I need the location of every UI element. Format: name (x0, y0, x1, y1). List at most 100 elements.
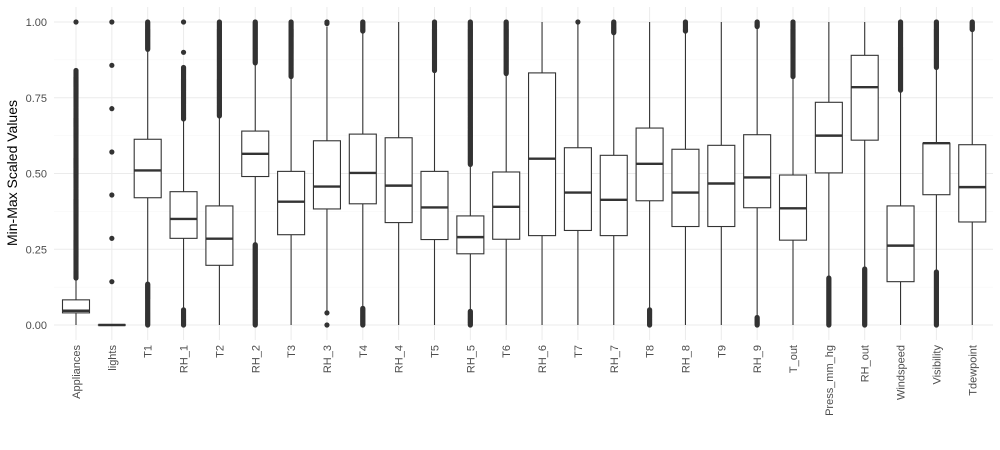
x-tick-label: RH_8 (680, 345, 692, 373)
box-iqr (814, 101, 843, 174)
box-t3 (277, 19, 306, 325)
outlier-point (109, 19, 115, 25)
box-iqr (312, 140, 342, 210)
box-t2 (205, 19, 234, 325)
x-tick-label: Press_mm_hg (824, 345, 836, 416)
box-rh-6 (527, 22, 557, 325)
outlier-point (109, 106, 115, 112)
box-iqr (348, 133, 377, 205)
outlier-point (790, 19, 796, 25)
box-appliances (61, 19, 91, 325)
box-iqr (922, 142, 951, 196)
x-tick-label: RH_1 (179, 345, 191, 373)
box-iqr (456, 215, 485, 255)
box-iqr (563, 147, 592, 232)
outlier-point (109, 279, 115, 285)
outlier-point (575, 19, 581, 25)
outlier-point (73, 67, 79, 74)
box-iqr (384, 137, 413, 224)
outlier-point (969, 19, 975, 25)
outlier-point (109, 235, 115, 241)
x-tick-label: T7 (573, 345, 585, 358)
outlier-point (216, 19, 222, 25)
outlier-point (109, 62, 115, 68)
x-tick-label: T2 (214, 345, 226, 358)
box-iqr (205, 205, 234, 266)
box-iqr (169, 191, 198, 239)
y-tick-label: 0.00 (26, 320, 47, 332)
box-iqr (492, 171, 521, 240)
outlier-point (503, 19, 509, 25)
x-tick-label: RH_9 (752, 345, 764, 373)
box-t6 (492, 19, 521, 325)
box-iqr (707, 144, 736, 228)
x-tick-label: T1 (143, 345, 155, 358)
outlier-point (324, 322, 330, 328)
x-tick-label: RH_2 (250, 345, 262, 373)
outlier-point (145, 19, 151, 25)
x-tick-label: RH_3 (322, 345, 334, 373)
outlier-point (180, 64, 187, 71)
y-tick-label: 1.00 (26, 17, 47, 29)
x-tick-label: Windspeed (896, 345, 908, 400)
x-tick-label: RH_6 (537, 345, 549, 373)
outlier-point (754, 19, 760, 25)
outlier-point (180, 19, 187, 25)
x-axis: Appliances lights T1 RH_1 T2 RH_2 T3 RH_3 T4 RH_4… (71, 345, 979, 416)
box-t7 (563, 19, 592, 325)
box-t8 (635, 22, 664, 328)
box-rh-8 (671, 19, 700, 325)
x-tick-label: Appliances (71, 345, 83, 399)
box-rh-1 (169, 19, 198, 328)
outlier-point (467, 19, 473, 25)
box-rh-5 (456, 19, 485, 328)
y-tick-label: 0.50 (26, 169, 47, 181)
x-tick-label: Visibility (931, 345, 943, 385)
y-tick-label: 0.25 (26, 244, 47, 256)
y-axis-title: Min-Max Scaled Values (4, 100, 20, 246)
box-iqr (958, 144, 987, 223)
box-t-out (778, 19, 808, 325)
x-tick-label: RH_7 (609, 345, 621, 373)
box-iqr (671, 148, 700, 228)
x-tick-label: RH_out (860, 345, 872, 382)
outlier-point (109, 149, 115, 155)
outlier-point (288, 19, 294, 25)
box-windspeed (886, 19, 915, 325)
y-axis: 0.00 0.25 0.50 0.75 1.00 (26, 17, 47, 332)
box-rh-4 (384, 22, 413, 325)
x-tick-label: RH_4 (394, 345, 406, 373)
outlier-point (611, 19, 617, 25)
box-press-mm-hg (814, 22, 843, 328)
box-t5 (420, 19, 449, 325)
box-iqr (886, 205, 915, 283)
box-iqr (743, 134, 772, 209)
box-t1 (133, 19, 162, 328)
box-rh-7 (599, 19, 628, 325)
box-iqr (133, 138, 162, 199)
x-tick-label: T9 (716, 345, 728, 358)
outlier-point (109, 192, 115, 198)
x-tick-label: T4 (358, 345, 370, 358)
boxes (61, 19, 987, 328)
box-iqr (599, 154, 628, 237)
outlier-point (431, 19, 438, 25)
outlier-point (897, 19, 904, 25)
box-tdewpoint (958, 19, 987, 325)
box-t4 (348, 19, 377, 328)
outlier-point (360, 19, 366, 25)
outlier-point (324, 19, 330, 25)
box-visibility (922, 19, 951, 328)
box-rh-9 (743, 19, 772, 328)
x-tick-label: lights (107, 345, 119, 371)
x-tick-label: T3 (286, 345, 298, 358)
x-tick-label: Tdewpoint (967, 345, 979, 396)
box-rh-out (850, 22, 879, 328)
box-rh-2 (241, 19, 270, 328)
x-tick-label: T6 (501, 345, 513, 358)
box-iqr (420, 170, 449, 241)
box-lights (97, 19, 126, 327)
outlier-point (933, 19, 940, 25)
box-iqr (277, 170, 306, 236)
